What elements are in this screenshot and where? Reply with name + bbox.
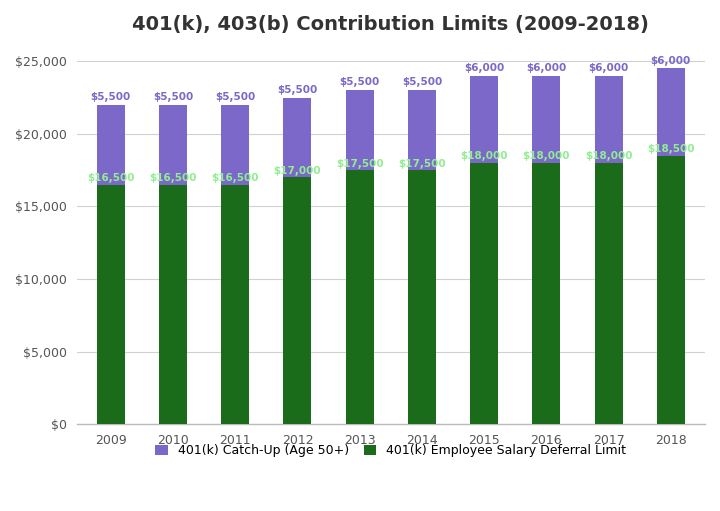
Text: $6,000: $6,000 [651, 56, 691, 65]
Text: $5,500: $5,500 [340, 77, 380, 87]
Bar [96, 184, 125, 424]
Text: $5,500: $5,500 [402, 77, 442, 87]
Bar [346, 170, 374, 424]
Bar [532, 163, 560, 424]
Text: $18,000: $18,000 [585, 151, 632, 161]
Bar [159, 105, 187, 184]
Legend: 401(k) Catch-Up (Age 50+), 401(k) Employee Salary Deferral Limit: 401(k) Catch-Up (Age 50+), 401(k) Employ… [149, 438, 633, 463]
Bar [595, 76, 623, 163]
Text: $18,000: $18,000 [523, 151, 570, 161]
Text: $17,500: $17,500 [398, 159, 446, 169]
Title: 401(k), 403(b) Contribution Limits (2009-2018): 401(k), 403(b) Contribution Limits (2009… [132, 15, 649, 34]
Bar [96, 105, 125, 184]
Text: $17,000: $17,000 [274, 166, 321, 176]
Bar [470, 163, 498, 424]
Bar [346, 90, 374, 170]
Text: $6,000: $6,000 [526, 63, 567, 73]
Bar [284, 98, 312, 177]
Text: $5,500: $5,500 [91, 92, 131, 102]
Bar [221, 105, 249, 184]
Text: $6,000: $6,000 [588, 63, 629, 73]
Bar [284, 177, 312, 424]
Bar [408, 90, 436, 170]
Text: $18,500: $18,500 [647, 144, 695, 154]
Bar [657, 68, 685, 156]
Text: $5,500: $5,500 [277, 85, 318, 95]
Bar [408, 170, 436, 424]
Bar [532, 76, 560, 163]
Bar [159, 184, 187, 424]
Bar [657, 156, 685, 424]
Text: $18,000: $18,000 [460, 151, 508, 161]
Text: $16,500: $16,500 [212, 173, 259, 183]
Text: $5,500: $5,500 [153, 92, 193, 102]
Text: $16,500: $16,500 [87, 173, 135, 183]
Bar [595, 163, 623, 424]
Text: $5,500: $5,500 [215, 92, 256, 102]
Bar [470, 76, 498, 163]
Text: $17,500: $17,500 [336, 159, 384, 169]
Text: $16,500: $16,500 [149, 173, 197, 183]
Text: $6,000: $6,000 [464, 63, 504, 73]
Bar [221, 184, 249, 424]
